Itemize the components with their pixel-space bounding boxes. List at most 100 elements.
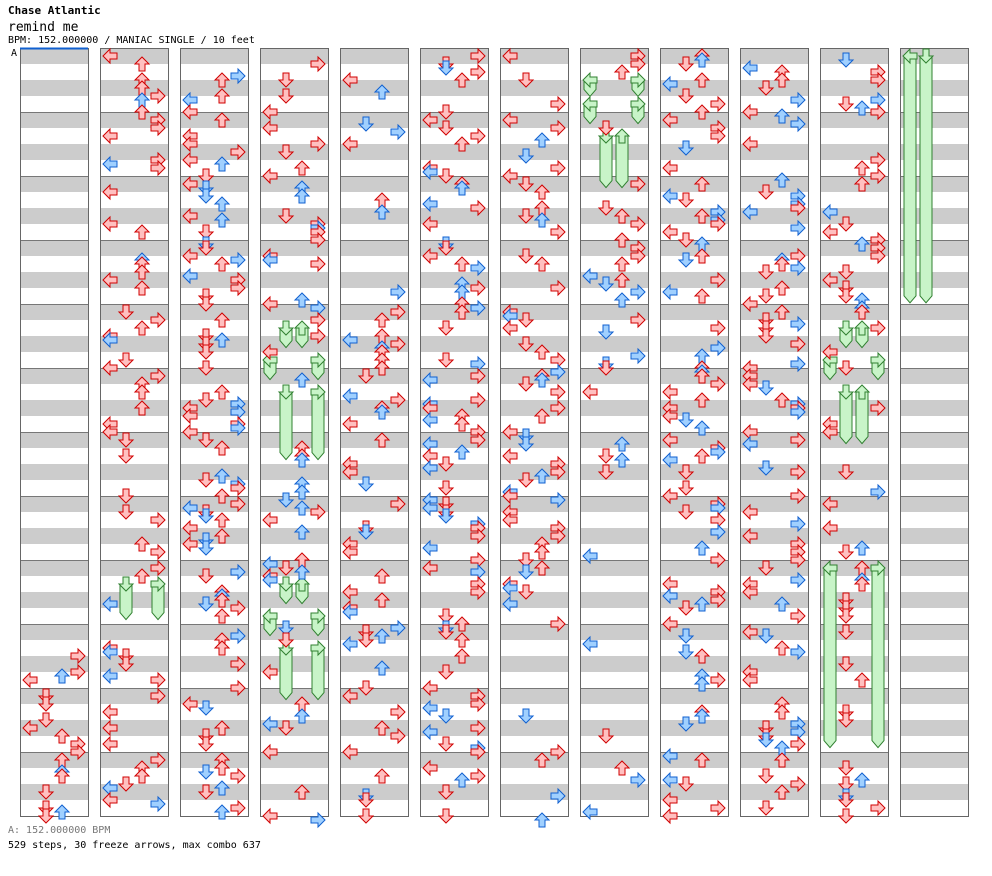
- beat-stripe: [260, 432, 328, 448]
- freeze-arrow-body: [311, 647, 325, 701]
- chart-column: [900, 48, 969, 817]
- arrow-left-icon: [742, 671, 758, 689]
- beat-stripe: [260, 624, 328, 640]
- arrow-right-icon: [310, 311, 326, 329]
- beat-stripe: [660, 400, 728, 416]
- arrow-up-icon: [613, 232, 631, 248]
- arrow-up-icon: [133, 768, 151, 784]
- beat-stripe: [580, 560, 648, 576]
- beat-stripe: [900, 304, 968, 320]
- freeze-arrow-right-icon: [630, 71, 646, 89]
- arrow-down-icon: [837, 544, 855, 560]
- beat-stripe: [580, 80, 648, 96]
- beat-stripe: [340, 784, 408, 800]
- beat-stripe: [580, 144, 648, 160]
- arrow-right-icon: [470, 259, 486, 277]
- arrow-up-icon: [133, 536, 151, 552]
- beat-stripe: [820, 656, 888, 672]
- beat-stripe: [660, 432, 728, 448]
- arrow-left-icon: [422, 499, 438, 517]
- arrow-right-icon: [630, 283, 646, 301]
- beat-stripe: [500, 240, 568, 256]
- arrow-left-icon: [342, 603, 358, 621]
- arrow-right-icon: [790, 775, 806, 793]
- arrow-down-icon: [677, 480, 695, 496]
- arrow-up-icon: [373, 592, 391, 608]
- arrow-right-icon: [710, 339, 726, 357]
- arrow-down-icon: [117, 432, 135, 448]
- arrow-right-icon: [790, 463, 806, 481]
- arrow-right-icon: [710, 271, 726, 289]
- beat-stripe: [340, 304, 408, 320]
- arrow-right-icon: [790, 403, 806, 421]
- arrow-down-icon: [437, 808, 455, 824]
- arrow-down-icon: [837, 624, 855, 640]
- arrow-down-icon: [277, 620, 295, 636]
- beat-stripe: [260, 656, 328, 672]
- beat-stripe: [900, 208, 968, 224]
- arrow-right-icon: [470, 431, 486, 449]
- beat-stripe: [420, 624, 488, 640]
- beat-stripe: [580, 784, 648, 800]
- arrow-up-icon: [533, 184, 551, 200]
- arrow-right-icon: [550, 223, 566, 241]
- arrow-up-icon: [453, 616, 471, 632]
- arrow-up-icon: [693, 248, 711, 264]
- chart-column: [100, 48, 169, 817]
- arrow-right-icon: [150, 311, 166, 329]
- arrow-left-icon: [342, 463, 358, 481]
- arrow-right-icon: [790, 315, 806, 333]
- arrow-up-icon: [213, 512, 231, 528]
- beat-stripe: [420, 656, 488, 672]
- chart-column: [580, 48, 649, 817]
- arrow-left-icon: [742, 503, 758, 521]
- freeze-arrow-down-icon: [277, 576, 295, 592]
- arrow-down-icon: [37, 808, 55, 824]
- beat-stripe: [580, 752, 648, 768]
- beat-stripe: [500, 208, 568, 224]
- arrow-up-icon: [213, 384, 231, 400]
- arrow-up-icon: [693, 208, 711, 224]
- arrow-right-icon: [470, 695, 486, 713]
- arrow-left-icon: [662, 807, 678, 825]
- arrow-up-icon: [293, 484, 311, 500]
- arrow-right-icon: [230, 599, 246, 617]
- beat-stripe: [180, 784, 248, 800]
- arrow-up-icon: [693, 176, 711, 192]
- beat-stripe: [500, 656, 568, 672]
- arrow-up-icon: [693, 540, 711, 556]
- beat-stripe: [260, 272, 328, 288]
- beat-stripe: [20, 176, 88, 192]
- beat-stripe: [340, 48, 408, 64]
- beat-stripe: [740, 624, 808, 640]
- arrow-down-icon: [357, 116, 375, 132]
- arrow-down-icon: [277, 144, 295, 160]
- arrow-left-icon: [742, 583, 758, 601]
- beat-stripe: [500, 560, 568, 576]
- beat-stripe: [180, 112, 248, 128]
- beat-stripe: [100, 208, 168, 224]
- beat-stripe: [180, 304, 248, 320]
- arrow-down-icon: [437, 708, 455, 724]
- beat-stripe: [820, 112, 888, 128]
- arrow-up-icon: [133, 384, 151, 400]
- arrow-down-icon: [277, 72, 295, 88]
- beat-stripe: [420, 752, 488, 768]
- arrow-left-icon: [422, 195, 438, 213]
- beat-stripe: [580, 240, 648, 256]
- arrow-left-icon: [822, 271, 838, 289]
- arrow-left-icon: [662, 283, 678, 301]
- arrow-left-icon: [262, 295, 278, 313]
- arrow-left-icon: [342, 415, 358, 433]
- arrow-left-icon: [822, 223, 838, 241]
- beat-stripe: [580, 208, 648, 224]
- arrow-down-icon: [677, 140, 695, 156]
- arrow-left-icon: [742, 203, 758, 221]
- arrow-left-icon: [182, 499, 198, 517]
- beat-stripe: [20, 48, 88, 64]
- beat-stripe: [500, 752, 568, 768]
- beat-stripe: [420, 336, 488, 352]
- beat-stripe: [500, 112, 568, 128]
- arrow-left-icon: [662, 159, 678, 177]
- arrow-up-icon: [773, 640, 791, 656]
